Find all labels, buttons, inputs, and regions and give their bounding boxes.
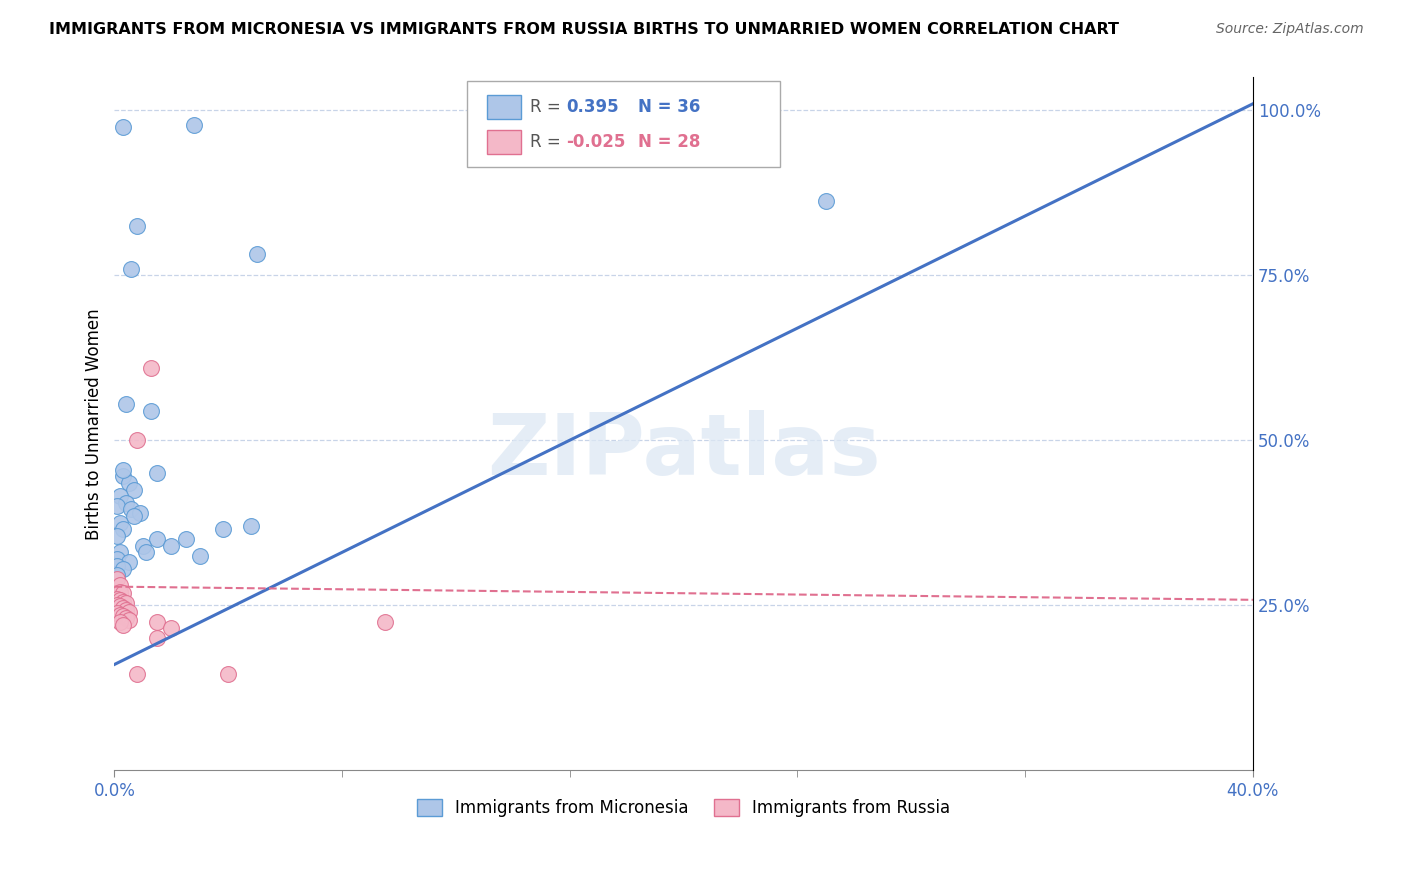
Point (111, 601, 134, 615)
Point (114, 496, 136, 510)
Point (135, 545, 157, 559)
Point (105, 558, 128, 573)
Point (188, 549, 211, 563)
Point (246, 247, 269, 261)
Point (127, 667, 149, 681)
Point (111, 469, 134, 483)
Point (108, 592, 131, 607)
Point (114, 596, 136, 610)
Point (160, 539, 183, 553)
Point (108, 607, 131, 622)
Point (111, 120, 134, 134)
Point (108, 585, 131, 599)
Point (114, 611, 136, 625)
Text: ZIPatlas: ZIPatlas (486, 410, 880, 493)
Point (141, 360, 163, 375)
Point (117, 613, 139, 627)
Point (111, 463, 134, 477)
Point (146, 466, 169, 480)
Y-axis label: Births to Unmarried Women: Births to Unmarried Women (86, 308, 103, 540)
Point (240, 519, 263, 533)
Text: N = 36: N = 36 (638, 97, 700, 116)
FancyBboxPatch shape (486, 129, 520, 153)
FancyBboxPatch shape (486, 95, 520, 119)
Point (129, 506, 152, 520)
Text: 0.395: 0.395 (567, 97, 619, 116)
Point (146, 532, 169, 546)
Point (111, 562, 134, 576)
Point (121, 502, 143, 516)
Text: N = 28: N = 28 (638, 133, 700, 151)
Point (105, 591, 128, 606)
Text: IMMIGRANTS FROM MICRONESIA VS IMMIGRANTS FROM RUSSIA BIRTHS TO UNMARRIED WOMEN C: IMMIGRANTS FROM MICRONESIA VS IMMIGRANTS… (49, 22, 1119, 37)
Point (124, 483, 146, 497)
Point (105, 598, 128, 612)
Point (183, 118, 205, 132)
Point (114, 397, 136, 411)
Point (211, 522, 233, 536)
Point (108, 578, 131, 592)
Point (127, 219, 149, 233)
Point (105, 499, 128, 513)
Point (111, 586, 134, 600)
Point (108, 545, 131, 559)
Point (105, 572, 128, 586)
Point (114, 603, 136, 617)
Point (160, 621, 183, 635)
Point (117, 476, 139, 491)
Point (146, 631, 169, 645)
Legend: Immigrants from Micronesia, Immigrants from Russia: Immigrants from Micronesia, Immigrants f… (411, 792, 957, 824)
Text: Source: ZipAtlas.com: Source: ZipAtlas.com (1216, 22, 1364, 37)
Point (124, 509, 146, 524)
Point (105, 552, 128, 566)
Point (132, 539, 155, 553)
Point (117, 555, 139, 569)
Point (108, 599, 131, 614)
Point (127, 434, 149, 448)
Point (105, 529, 128, 543)
Point (374, 615, 396, 629)
Point (146, 615, 169, 629)
Point (111, 522, 134, 536)
Point (108, 489, 131, 503)
Point (814, 194, 837, 209)
FancyBboxPatch shape (467, 81, 780, 168)
Point (108, 615, 131, 629)
Point (111, 609, 134, 624)
Text: R =: R = (530, 97, 567, 116)
Point (117, 605, 139, 619)
Point (217, 667, 239, 681)
Point (108, 516, 131, 530)
Point (141, 403, 163, 417)
Text: -0.025: -0.025 (567, 133, 626, 151)
Text: R =: R = (530, 133, 567, 151)
Point (111, 595, 134, 609)
Point (174, 532, 197, 546)
Point (121, 261, 143, 276)
Point (105, 568, 128, 582)
Point (111, 618, 134, 632)
Point (105, 606, 128, 620)
